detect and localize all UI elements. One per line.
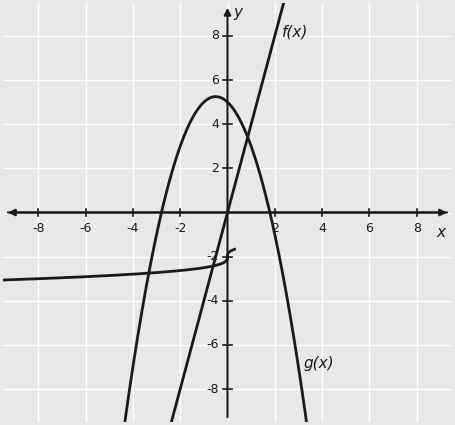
Text: -2: -2 — [174, 222, 187, 235]
Text: -8: -8 — [207, 382, 219, 396]
Text: 6: 6 — [211, 74, 219, 87]
Text: 2: 2 — [271, 222, 279, 235]
Text: -8: -8 — [32, 222, 45, 235]
Text: -2: -2 — [207, 250, 219, 263]
Text: 4: 4 — [318, 222, 326, 235]
Text: 4: 4 — [211, 118, 219, 131]
Text: -6: -6 — [79, 222, 92, 235]
Text: 6: 6 — [365, 222, 374, 235]
Text: -6: -6 — [207, 338, 219, 351]
Text: -4: -4 — [207, 294, 219, 307]
Text: 2: 2 — [211, 162, 219, 175]
Text: g(x): g(x) — [303, 356, 334, 371]
Text: x: x — [436, 225, 445, 240]
Text: 8: 8 — [211, 29, 219, 42]
Text: -4: -4 — [126, 222, 139, 235]
Text: y: y — [233, 5, 243, 20]
Text: f(x): f(x) — [282, 25, 308, 40]
Text: 8: 8 — [413, 222, 421, 235]
